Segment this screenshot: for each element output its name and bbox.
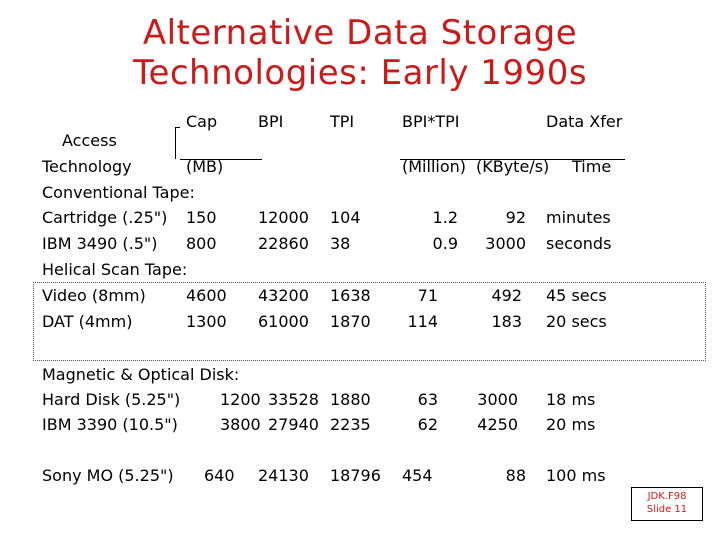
header-access: Access (62, 131, 117, 150)
row-sony-mo-cap: 640 (204, 466, 235, 485)
row-video-bpi-tpi: 71 (417, 286, 438, 305)
row-hard-disk-time: 18 ms (546, 390, 596, 409)
slide-id-badge: JDK.F98 Slide 11 (631, 487, 703, 521)
row-ibm3490-tech: IBM 3490 (.5") (42, 234, 158, 253)
row-cartridge-xfer: 92 (505, 208, 526, 227)
row-hard-disk-cap: 1200 (220, 390, 261, 409)
header-tpi: TPI (330, 112, 355, 131)
header-cap: Cap (186, 112, 218, 131)
row-ibm3390-tech: IBM 3390 (10.5") (42, 415, 178, 434)
row-cartridge-tech: Cartridge (.25") (42, 208, 168, 227)
row-hard-disk-xfer: 3000 (477, 390, 518, 409)
section-magnetic-optical-disk: Magnetic & Optical Disk: (42, 365, 240, 384)
row-ibm3490-xfer: 3000 (485, 234, 526, 253)
row-sony-mo-bpi-tpi: 454 (402, 466, 433, 485)
row-video-bpi: 43200 (258, 286, 309, 305)
header-rule-left (175, 127, 180, 128)
row-ibm3490-bpi: 22860 (258, 234, 309, 253)
header-rule-bottom-right (400, 159, 625, 160)
row-sony-mo-time: 100 ms (546, 466, 606, 485)
row-cartridge-time: minutes (546, 208, 611, 227)
row-ibm3490-cap: 800 (186, 234, 217, 253)
row-dat-time: 20 secs (546, 312, 607, 331)
header-mb: (MB) (186, 157, 224, 176)
slide-title-line-2: Technologies: Early 1990s (132, 53, 588, 93)
row-cartridge-bpi: 12000 (258, 208, 309, 227)
row-ibm3390-xfer: 4250 (477, 415, 518, 434)
row-cartridge-tpi: 104 (330, 208, 361, 227)
row-sony-mo-xfer: 88 (505, 466, 526, 485)
header-bpi: BPI (258, 112, 284, 131)
section-helical-scan-tape: Helical Scan Tape: (42, 260, 188, 279)
row-cartridge-cap: 150 (186, 208, 217, 227)
row-dat-tech: DAT (4mm) (42, 312, 133, 331)
row-hard-disk-bpi-tpi: 63 (417, 390, 438, 409)
row-ibm3390-time: 20 ms (546, 415, 596, 434)
row-dat-cap: 1300 (186, 312, 227, 331)
helical-scan-highlight-box (33, 282, 706, 361)
row-hard-disk-tech: Hard Disk (5.25") (42, 390, 181, 409)
row-video-tpi: 1638 (330, 286, 371, 305)
header-bpi-tpi: BPI*TPI (402, 112, 460, 131)
row-ibm3490-bpi-tpi: 0.9 (432, 234, 458, 253)
row-dat-tpi: 1870 (330, 312, 371, 331)
row-video-time: 45 secs (546, 286, 607, 305)
row-hard-disk-tpi: 1880 (330, 390, 371, 409)
header-data-xfer: Data Xfer (546, 112, 623, 131)
row-hard-disk-bpi: 33528 (268, 390, 319, 409)
header-technology: Technology (42, 157, 132, 176)
slide-title-line-1: Alternative Data Storage (142, 13, 578, 53)
header-rule-vertical (175, 127, 176, 159)
row-video-cap: 4600 (186, 286, 227, 305)
header-rule-bottom-left (180, 159, 262, 160)
row-ibm3390-bpi-tpi: 62 (417, 415, 438, 434)
row-dat-bpi: 61000 (258, 312, 309, 331)
header-kbytes: (KByte/s) (476, 157, 550, 176)
row-ibm3490-tpi: 38 (330, 234, 351, 253)
row-dat-bpi-tpi: 114 (407, 312, 438, 331)
row-cartridge-bpi-tpi: 1.2 (432, 208, 458, 227)
slide-id-course: JDK.F98 (647, 491, 687, 502)
row-ibm3390-bpi: 27940 (268, 415, 319, 434)
slide-id-number: Slide 11 (646, 504, 688, 515)
row-sony-mo-tech: Sony MO (5.25") (42, 466, 174, 485)
row-video-tech: Video (8mm) (42, 286, 146, 305)
header-time: Time (572, 157, 612, 176)
section-conventional-tape: Conventional Tape: (42, 183, 195, 202)
row-ibm3390-cap: 3800 (220, 415, 261, 434)
row-dat-xfer: 183 (491, 312, 522, 331)
row-ibm3390-tpi: 2235 (330, 415, 371, 434)
row-sony-mo-bpi: 24130 (258, 466, 309, 485)
row-video-xfer: 492 (491, 286, 522, 305)
row-sony-mo-tpi: 18796 (330, 466, 381, 485)
header-million: (Million) (402, 157, 466, 176)
row-ibm3490-time: seconds (546, 234, 612, 253)
